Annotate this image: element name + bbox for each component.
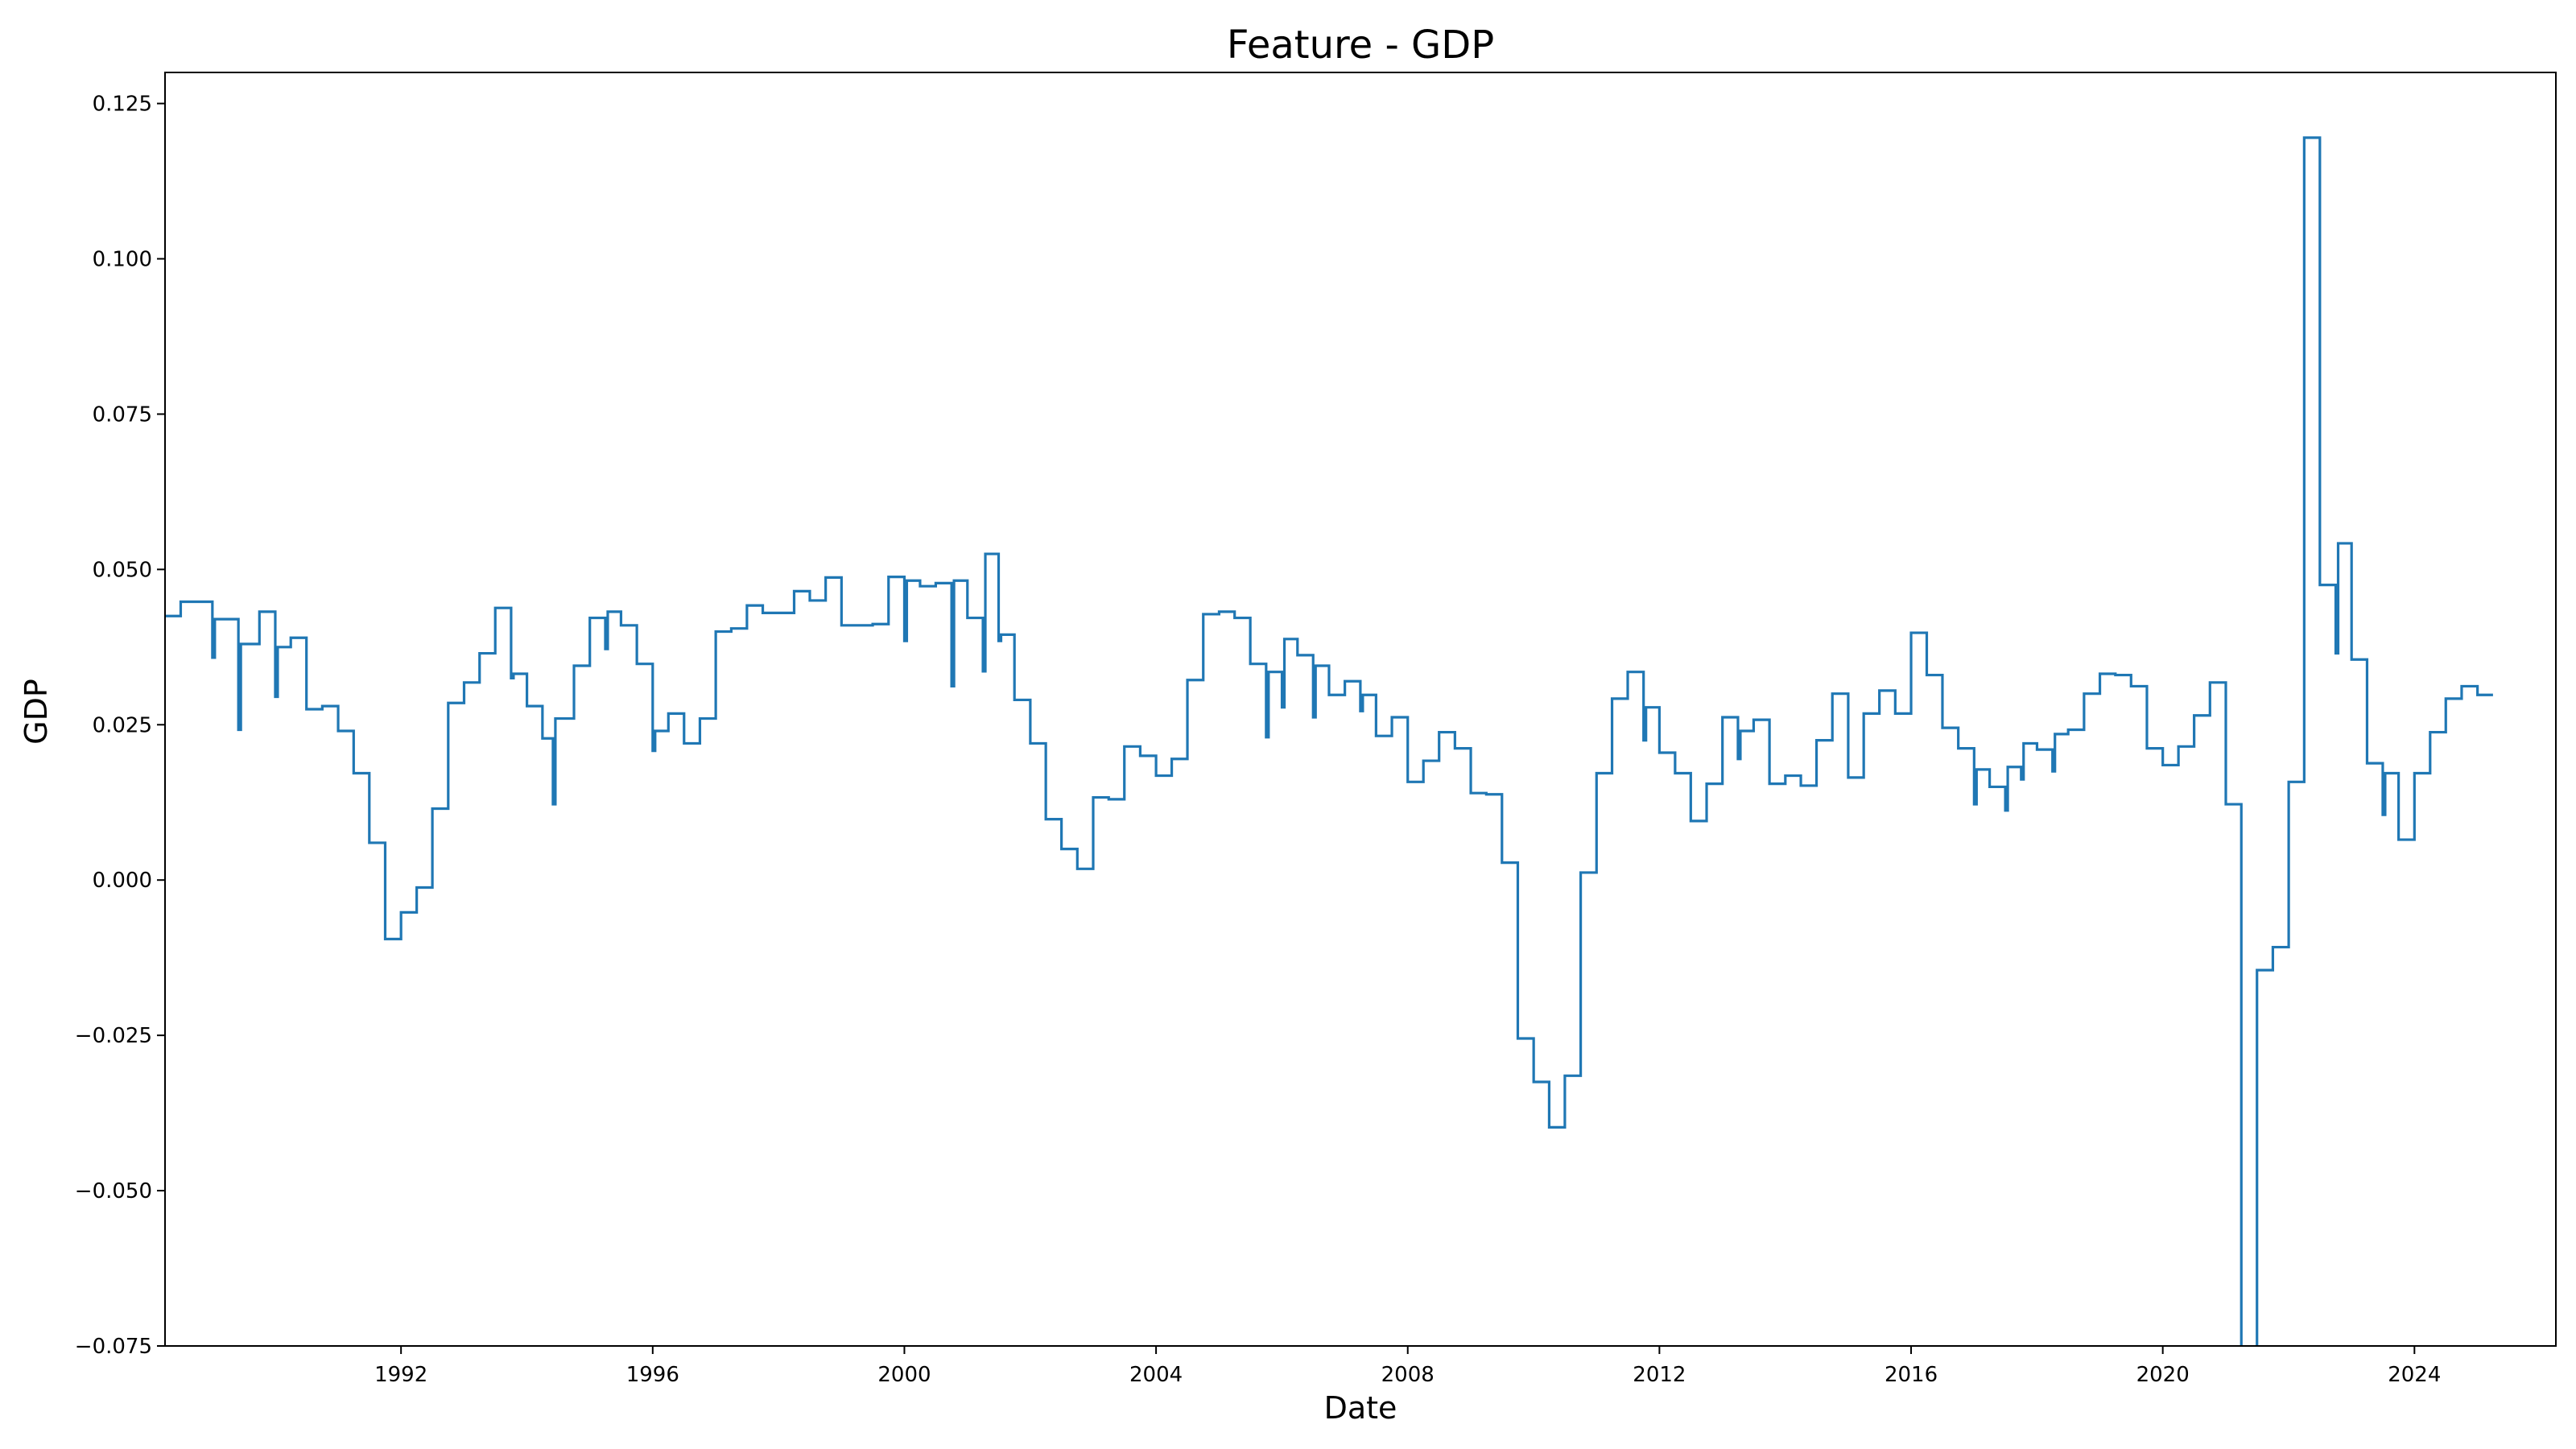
y-tick-label: −0.025 [75, 1024, 152, 1048]
chart-title: Feature - GDP [1227, 23, 1494, 68]
y-axis-label: GDP [19, 679, 54, 745]
y-tick-label: 0.000 [93, 869, 152, 893]
x-tick-label: 2020 [2136, 1363, 2190, 1387]
x-tick-label: 1996 [626, 1363, 679, 1387]
x-tick-label: 1992 [374, 1363, 427, 1387]
y-tick-label: 0.025 [93, 713, 152, 737]
x-tick-label: 2016 [1885, 1363, 1938, 1387]
y-axis-ticks: 0.125 0.100 0.075 0.050 0.025 0.000 −0.025 −0.0… [75, 93, 165, 1359]
y-tick-label: 0.050 [93, 558, 152, 582]
y-tick-label: −0.075 [75, 1335, 152, 1359]
x-axis-label: Date [1324, 1390, 1397, 1426]
y-tick-label: 0.075 [93, 402, 152, 427]
plot-frame [164, 72, 2557, 1347]
x-tick-label: 2000 [877, 1363, 931, 1387]
x-tick-label: 2008 [1381, 1363, 1435, 1387]
x-tick-label: 2012 [1633, 1363, 1686, 1387]
x-tick-label: 2004 [1129, 1363, 1183, 1387]
y-tick-label: −0.050 [75, 1179, 152, 1203]
y-tick-label: 0.125 [93, 93, 152, 117]
y-tick-label: 0.100 [93, 248, 152, 272]
series-line [165, 136, 2493, 1346]
plot-area [165, 136, 2493, 1346]
x-tick-label: 2024 [2388, 1363, 2441, 1387]
x-axis-ticks: 1992 1996 2000 2004 2008 2012 2016 2020 2024 [374, 1346, 2441, 1387]
